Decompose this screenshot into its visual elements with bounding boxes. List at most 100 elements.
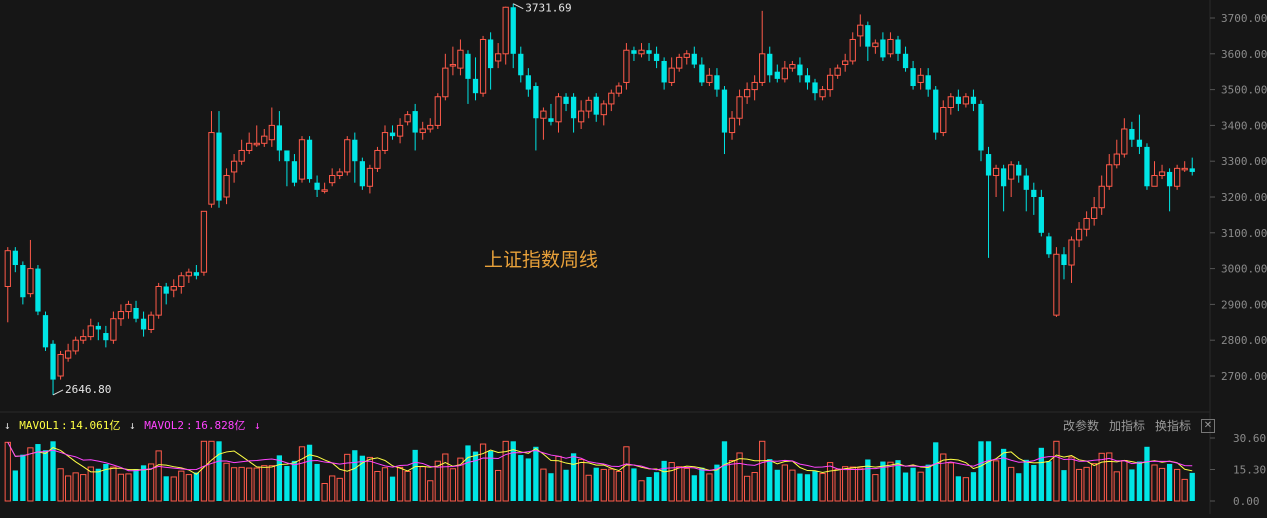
edit-params-button[interactable]: 改参数 — [1062, 419, 1099, 433]
candle-body — [72, 339, 79, 352]
volume-bar — [947, 462, 954, 502]
candle-body — [419, 128, 426, 134]
volume-bar — [540, 468, 547, 502]
candle-body — [759, 53, 766, 83]
volume-bar — [133, 469, 139, 501]
volume-bar — [872, 474, 879, 502]
candle-body — [442, 67, 449, 98]
candle-body — [940, 107, 947, 134]
candle-body — [978, 103, 984, 151]
candle-body — [865, 25, 871, 47]
candle-body — [1129, 128, 1135, 140]
volume-bar — [940, 453, 947, 502]
candle-body — [676, 56, 683, 69]
candle-body — [577, 110, 585, 123]
candle-body — [548, 118, 554, 122]
volume-bar — [978, 441, 984, 501]
candle-body — [223, 175, 230, 198]
candle-body — [880, 39, 886, 58]
candle-body — [902, 53, 909, 69]
candle-body — [600, 103, 607, 116]
volume-bar — [389, 476, 396, 501]
volume-bar — [479, 443, 487, 502]
volume-bar — [683, 467, 690, 502]
volume-bar — [103, 463, 109, 501]
candle-body — [155, 286, 162, 316]
candle-body — [728, 117, 736, 134]
volume-bar — [472, 451, 479, 501]
volume-bar — [230, 467, 238, 502]
volume-bar — [502, 440, 509, 502]
candle-body — [615, 85, 623, 94]
candle-body — [95, 325, 101, 330]
volume-bar — [50, 441, 56, 501]
candle-body — [555, 96, 562, 123]
high-pointer — [513, 3, 524, 10]
volume-bar — [4, 441, 11, 502]
volume-bar — [714, 464, 720, 501]
add-indicator-button[interactable]: 加指标 — [1108, 419, 1145, 433]
mavol2-line — [7, 442, 1193, 472]
candle-body — [910, 68, 916, 87]
candle-body — [1000, 168, 1007, 187]
candle-body — [804, 75, 811, 83]
volume-bar — [615, 470, 623, 502]
volume-bar — [1046, 461, 1052, 501]
switch-indicator-button[interactable]: 换指标 — [1154, 419, 1191, 433]
candle-body — [329, 175, 336, 184]
candle-body — [87, 325, 94, 338]
volume-bar — [359, 455, 365, 501]
volume-bar — [87, 466, 94, 502]
volume-bar — [631, 468, 637, 501]
close-icon[interactable]: ✕ — [1201, 419, 1215, 433]
candle-body — [42, 315, 49, 348]
candle-body — [314, 182, 320, 190]
candle-body — [193, 272, 200, 276]
candle-body — [668, 67, 675, 83]
candle-body — [714, 75, 720, 90]
volume-bar — [668, 462, 675, 502]
volume-bar — [857, 467, 864, 502]
candle-body — [781, 67, 788, 80]
volume-tick-label: 0.00 — [1233, 495, 1260, 508]
volume-bar — [163, 476, 169, 501]
volume-bar — [276, 455, 283, 501]
volume-bar — [555, 455, 562, 502]
volume-bar — [1061, 470, 1067, 501]
volume-bar — [434, 460, 441, 502]
volume-bar — [721, 441, 728, 501]
volume-bar — [419, 466, 426, 502]
price-tick-label: 3700.00 — [1221, 12, 1267, 25]
candle-body — [487, 39, 494, 69]
candle-body — [472, 78, 479, 94]
candle-body — [933, 89, 939, 133]
candle-body — [396, 124, 404, 137]
candle-body — [1053, 253, 1060, 316]
candle-body — [743, 89, 751, 98]
candle-body — [261, 135, 268, 144]
volume-bar — [1091, 463, 1098, 502]
volume-bar — [396, 466, 404, 502]
volume-bar — [64, 475, 72, 502]
candle-body — [344, 139, 351, 173]
volume-bar — [819, 473, 826, 502]
candle-body — [1075, 228, 1083, 241]
candle-body — [533, 86, 539, 119]
candle-body — [1136, 139, 1143, 147]
volume-bar — [449, 468, 457, 502]
candle-body — [1173, 167, 1181, 187]
volume-bar — [1158, 467, 1166, 502]
volume-bar — [117, 473, 125, 502]
volume-bar — [147, 463, 155, 502]
volume-bar — [1016, 473, 1022, 501]
candle-body — [50, 343, 56, 380]
volume-bar — [653, 472, 660, 501]
candle-body — [812, 82, 818, 94]
candle-body — [789, 64, 796, 69]
candle-body — [27, 268, 34, 295]
volume-bar — [329, 475, 336, 502]
candle-body — [427, 124, 434, 130]
price-tick-label: 2700.00 — [1221, 370, 1267, 383]
volume-bar — [170, 476, 177, 502]
